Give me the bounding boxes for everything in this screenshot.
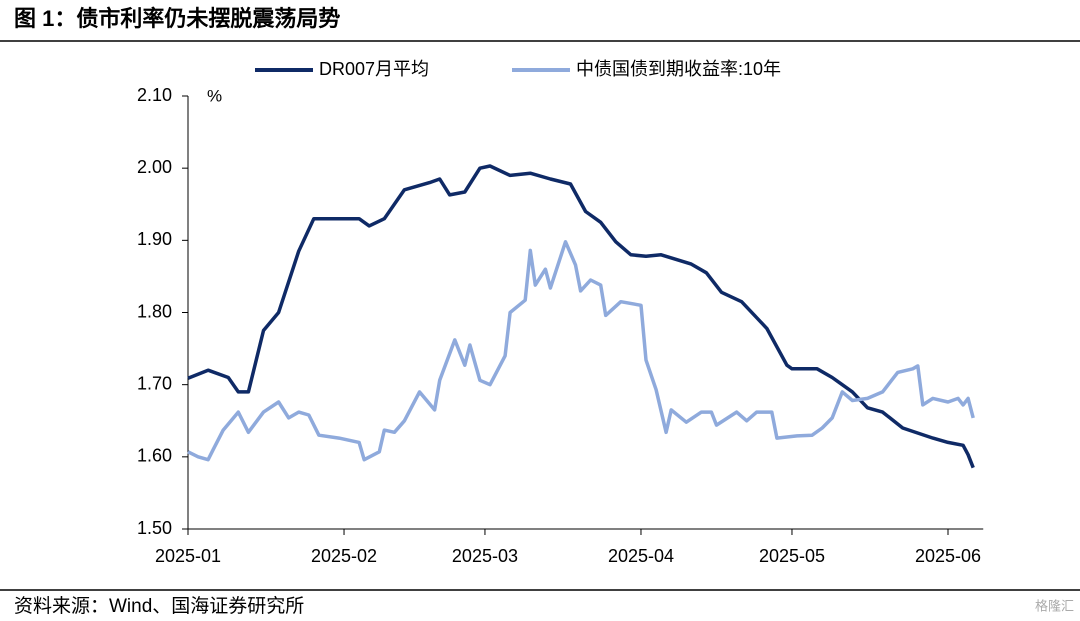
y-tick-label: 2.10	[137, 85, 172, 105]
x-tick-label: 2025-02	[311, 546, 377, 566]
chart-title: 图 1：债市利率仍未摆脱震荡局势	[14, 6, 340, 31]
series-line	[187, 164, 975, 469]
source-note: 资料来源：Wind、国海证券研究所	[14, 595, 304, 617]
y-tick-label: 2.00	[137, 157, 172, 177]
x-tick-label: 2025-01	[155, 546, 221, 566]
y-tick-label: 1.60	[137, 446, 172, 466]
legend-label: DR007月平均	[319, 59, 429, 79]
series-line	[187, 240, 975, 462]
y-unit: %	[207, 86, 222, 105]
x-tick-label: 2025-04	[608, 546, 674, 566]
x-tick-label: 2025-03	[452, 546, 518, 566]
y-tick-label: 1.80	[137, 301, 172, 321]
y-tick-label: 1.70	[137, 373, 172, 393]
y-tick-label: 1.90	[137, 229, 172, 249]
x-tick-label: 2025-05	[759, 546, 825, 566]
watermark: 格隆汇	[1035, 598, 1074, 613]
legend-label: 中债国债到期收益率:10年	[576, 59, 781, 79]
x-tick-label: 2025-06	[915, 546, 981, 566]
y-tick-label: 1.50	[137, 518, 172, 538]
